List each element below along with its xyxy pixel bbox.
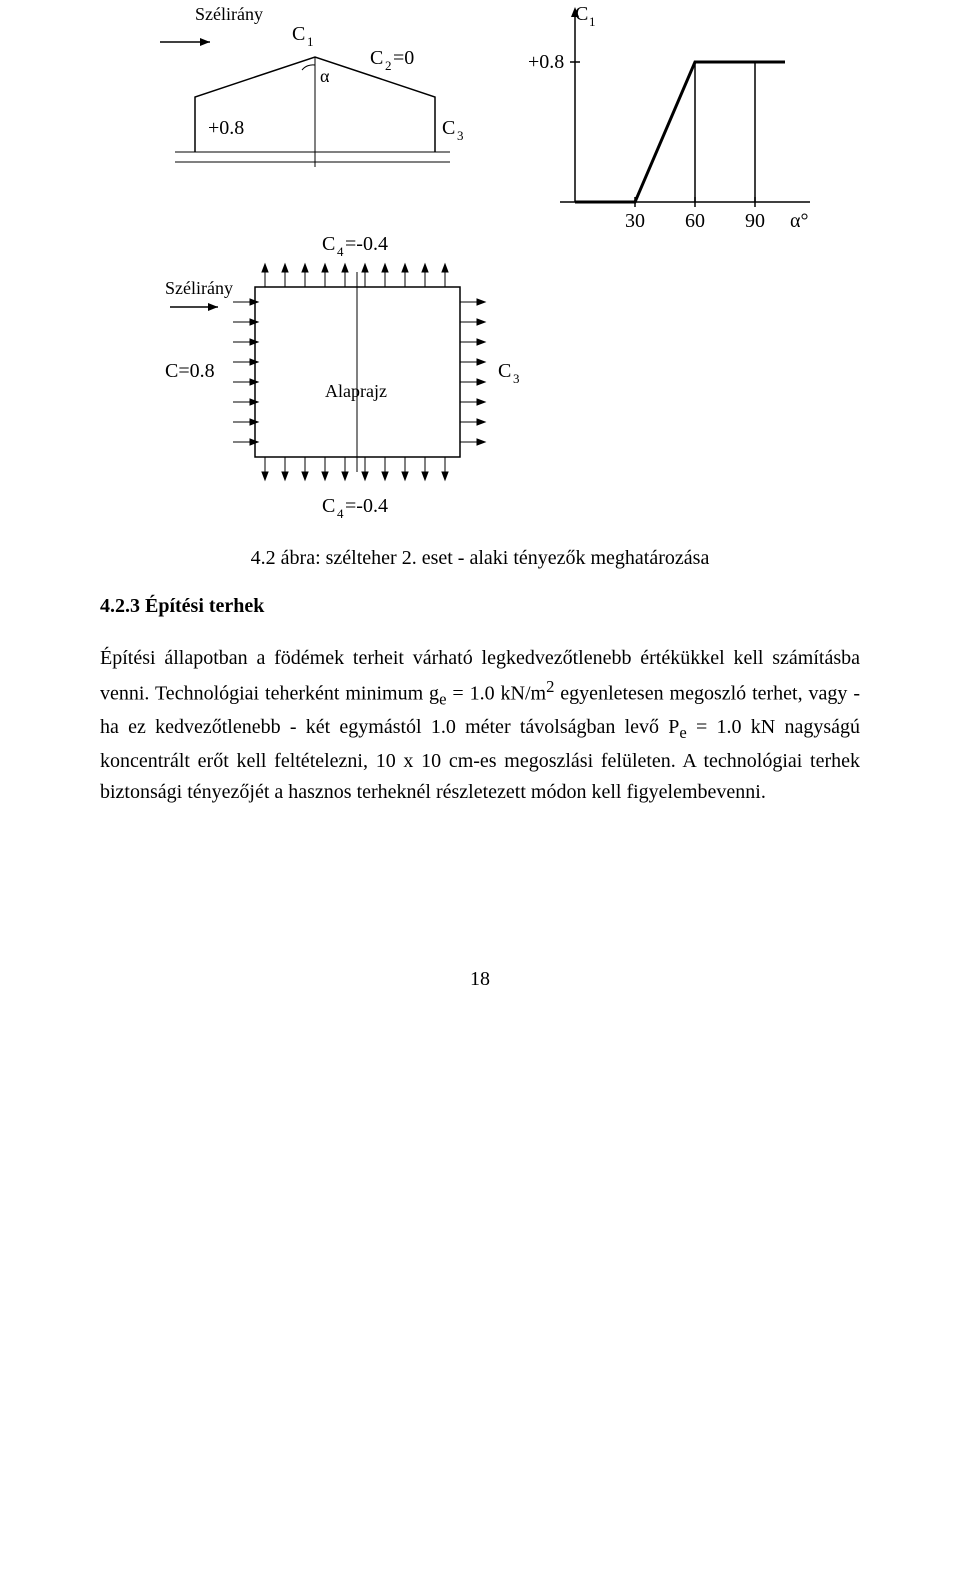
alpha-arc [302,65,315,70]
plus08-label: +0.8 [208,117,244,139]
c4-bottom: C [322,495,335,517]
c2-label: C [370,47,383,69]
plan-wind-arrow [208,303,218,311]
c1-sub: 1 [307,34,314,49]
plan-arrows-bottom [262,457,448,480]
chart-x90: 90 [745,210,765,232]
c3-sub: 3 [457,128,464,143]
page-number: 18 [100,968,860,991]
wind-label: Szélirány [195,4,263,24]
plan-c3: C [498,360,511,382]
plan-arrows [233,264,485,480]
figure-caption: 4.2 ábra: szélteher 2. eset - alaki tény… [100,547,860,570]
c4-top: C [322,233,335,255]
c4-sub-top: 4 [337,244,344,259]
para-text-b: = 1.0 kN/m [446,683,546,705]
paragraph-1: Építési állapotban a födémek terheit vár… [100,643,860,808]
chart-alpha-deg: α° [790,210,808,232]
plan-c08: C=0.8 [165,360,215,382]
chart-y08: +0.8 [528,51,564,73]
plan-view-diagram: C 4 =-0.4 Szélirány [150,232,860,522]
figure-row-top: Szélirány C 1 C 2 =0 α [100,2,860,232]
c4-eq-top: =-0.4 [345,233,388,255]
c2-sub: 2 [385,58,392,73]
alpha-label: α [320,66,330,86]
wind-arrow-head [200,38,210,46]
c3-label: C [442,117,455,139]
plan-label: Alaprajz [325,381,387,401]
c1-alpha-chart: C 1 +0.8 30 60 90 α° [500,2,830,232]
plan-arrows-right [460,299,485,445]
plan-arrows-top [262,264,448,287]
section-heading: 4.2.3 Építési terhek [100,595,860,618]
c2-eq: =0 [393,47,414,69]
plan-c3-sub: 3 [513,371,520,386]
house-section-diagram: Szélirány C 1 C 2 =0 α [100,2,470,192]
para-sub-e2: e [679,723,686,742]
c4-eq-bottom: =-0.4 [345,495,388,517]
c4-sub-bottom: 4 [337,506,344,521]
chart-curve [575,62,785,202]
chart-ylabel-sub: 1 [589,14,596,29]
chart-x60: 60 [685,210,705,232]
page: Szélirány C 1 C 2 =0 α [0,2,960,1051]
plan-wind-label: Szélirány [165,278,233,298]
chart-x30: 30 [625,210,645,232]
c1-label: C [292,23,305,45]
